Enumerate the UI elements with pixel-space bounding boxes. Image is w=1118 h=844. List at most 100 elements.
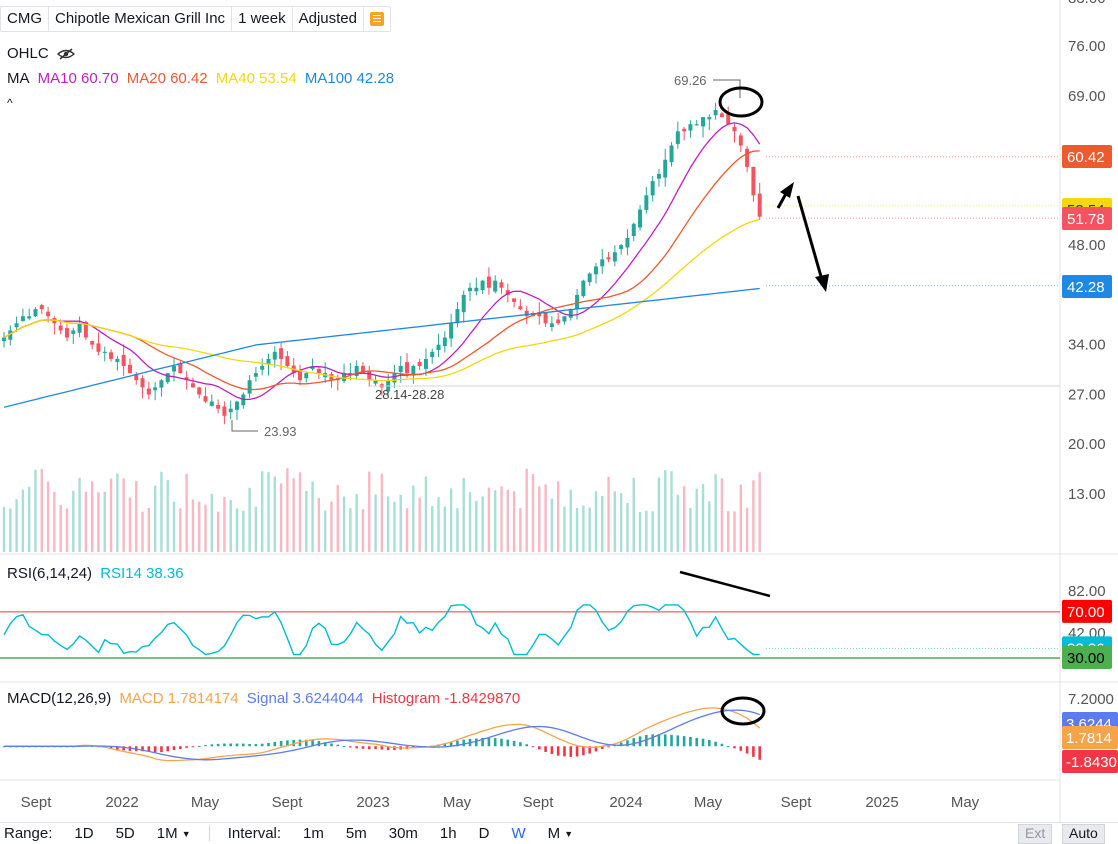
macd-histogram-bar [191, 746, 195, 748]
candle-body [153, 387, 158, 391]
price-tick-label: 83.00 [1068, 0, 1106, 7]
macd-legend[interactable]: MACD(12,26,9) MACD 1.7814174 Signal 3.62… [7, 690, 524, 707]
candle-body [474, 287, 479, 292]
volume-bar [141, 511, 144, 552]
macd-histogram-bar [745, 746, 749, 754]
volume-bar [191, 499, 195, 552]
price-tick-label: 34.00 [1068, 337, 1106, 354]
macd-histogram-bar [279, 740, 283, 747]
range-5d[interactable]: 5D [115, 824, 135, 842]
interval-m[interactable]: M ▼ [544, 825, 578, 842]
candle-body [96, 343, 101, 352]
interval-label[interactable]: 1 week [232, 7, 293, 31]
macd-histogram-bar [682, 736, 686, 747]
macd-histogram-bar [663, 734, 667, 747]
adjust-label[interactable]: Adjusted [293, 7, 364, 31]
volume-bar [172, 501, 176, 552]
candle-body [713, 110, 718, 116]
macd-histogram-bar [210, 744, 214, 747]
volume-bar [330, 501, 333, 552]
candle-body [354, 366, 359, 376]
macd-histogram-bar [708, 740, 711, 747]
interval-1m[interactable]: 1m [303, 824, 324, 842]
macd-histogram-bar [493, 738, 497, 747]
macd-histogram-bar [475, 738, 478, 747]
volume-bar [349, 508, 352, 552]
candle-body [266, 358, 271, 365]
macd-histogram-bar [531, 746, 535, 748]
interval-5m[interactable]: 5m [345, 824, 367, 842]
rsi-legend[interactable]: RSI(6,14,24) RSI14 38.36 [7, 565, 188, 582]
candle-body [14, 323, 19, 328]
volume-bar [40, 468, 43, 552]
macd-histogram-bar [355, 746, 358, 749]
macd-histogram-bar [443, 743, 447, 747]
volume-bar [456, 508, 459, 552]
candle-body [417, 362, 422, 366]
ohlc-legend[interactable]: OHLC [7, 45, 75, 62]
time-tick-label: May [443, 794, 472, 811]
collapse-chevron-icon[interactable]: ^ [7, 96, 13, 110]
volume-bar [682, 486, 686, 552]
range-1d[interactable]: 1D [74, 824, 94, 842]
candle-body [46, 311, 51, 317]
macd-histogram-bar [304, 739, 308, 747]
macd-histogram-bar [563, 746, 566, 757]
volume-bar [128, 497, 132, 552]
price-badge-label: 51.78 [1067, 211, 1105, 228]
ma-legend[interactable]: MA MA10 60.70 MA20 60.42 MA40 53.54 MA10… [7, 70, 398, 87]
macd-histogram-bar [481, 737, 484, 747]
volume-bar [46, 481, 50, 552]
volume-bar [368, 471, 371, 552]
candle-body [442, 337, 447, 347]
time-tick-label: May [694, 794, 723, 811]
volume-bar [613, 491, 617, 552]
volume-bar [135, 481, 138, 552]
candle-body [468, 287, 473, 292]
volume-bar [645, 510, 648, 552]
candle-body [719, 113, 724, 118]
candle-body [222, 406, 227, 416]
candle-body [575, 294, 580, 309]
volume-bar [116, 473, 119, 552]
candle-body [656, 174, 661, 179]
macd-histogram-bar [626, 740, 629, 747]
volume-bar [216, 511, 220, 552]
ext-button[interactable]: Ext [1018, 824, 1053, 844]
symbol-ticker[interactable]: CMG [1, 7, 49, 31]
interval-m-label: M [547, 824, 561, 842]
caret-down-icon: ▼ [181, 828, 191, 839]
ma-label: MA [7, 70, 30, 87]
candle-body [90, 341, 95, 345]
menu-button[interactable] [364, 7, 390, 31]
candle-body [209, 401, 214, 406]
range-1m[interactable]: 1M ▼ [153, 825, 195, 842]
volume-bar [708, 501, 711, 552]
symbol-header[interactable]: CMG Chipotle Mexican Grill Inc 1 week Ad… [0, 6, 391, 32]
volume-bar [500, 486, 503, 552]
interval-w[interactable]: W [511, 824, 526, 842]
interval-1h[interactable]: 1h [439, 824, 457, 842]
interval-d[interactable]: D [478, 824, 490, 842]
volume-bar [97, 492, 100, 552]
macd-line [4, 707, 761, 762]
volume-bar [198, 501, 201, 552]
rsi-label: RSI(6,14,24) [7, 565, 93, 582]
macd-histogram-bar [632, 738, 636, 747]
eye-hidden-icon[interactable] [56, 48, 75, 60]
interval-30m[interactable]: 30m [388, 824, 418, 842]
candle-body [279, 348, 284, 359]
volume-bar [569, 489, 572, 552]
macd-histogram-bar [317, 740, 321, 747]
macd-histogram-bar [267, 742, 270, 747]
candle-body [568, 309, 573, 318]
macd-histogram-bar [487, 737, 491, 747]
auto-button[interactable]: Auto [1062, 824, 1105, 844]
macd-histogram-bar [550, 746, 554, 754]
candle-body [543, 312, 548, 324]
volume-bar [588, 507, 591, 552]
candle-body [411, 366, 416, 376]
candle-body [8, 330, 13, 340]
macd-histogram-bar [456, 740, 459, 747]
